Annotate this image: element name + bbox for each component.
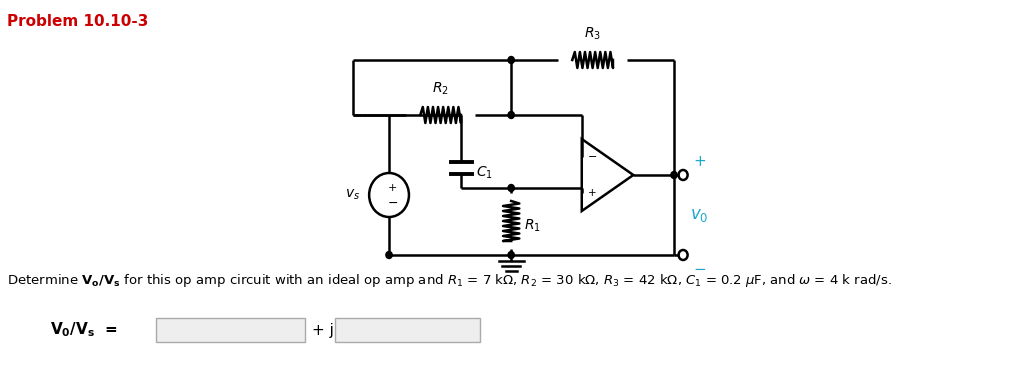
Text: $v_s$: $v_s$ bbox=[345, 188, 360, 202]
Text: + j: + j bbox=[312, 323, 334, 338]
Text: Determine $\mathbf{V_o/V_s}$ for this op amp circuit with an ideal op amp and $R: Determine $\mathbf{V_o/V_s}$ for this op… bbox=[7, 272, 892, 289]
Text: −: − bbox=[387, 196, 398, 210]
Text: $R_3$: $R_3$ bbox=[584, 26, 601, 42]
Text: +: + bbox=[693, 154, 706, 169]
Text: $C_1$: $C_1$ bbox=[476, 165, 493, 181]
Circle shape bbox=[508, 251, 514, 258]
Text: $R_2$: $R_2$ bbox=[432, 81, 450, 97]
Text: $\mathbf{V_0/V_s}$  =: $\mathbf{V_0/V_s}$ = bbox=[50, 320, 118, 339]
Text: −: − bbox=[588, 152, 597, 162]
Text: +: + bbox=[388, 183, 397, 193]
Bar bbox=[156, 318, 305, 342]
Circle shape bbox=[508, 184, 514, 192]
Circle shape bbox=[508, 57, 514, 64]
Text: $R_1$: $R_1$ bbox=[524, 218, 541, 234]
Text: $v_0$: $v_0$ bbox=[690, 206, 709, 224]
Circle shape bbox=[508, 111, 514, 119]
Bar bbox=[335, 318, 479, 342]
Circle shape bbox=[386, 251, 392, 258]
Text: +: + bbox=[589, 188, 597, 198]
Circle shape bbox=[671, 172, 677, 178]
Text: −: − bbox=[693, 261, 706, 277]
Text: Problem 10.10-3: Problem 10.10-3 bbox=[7, 14, 148, 29]
